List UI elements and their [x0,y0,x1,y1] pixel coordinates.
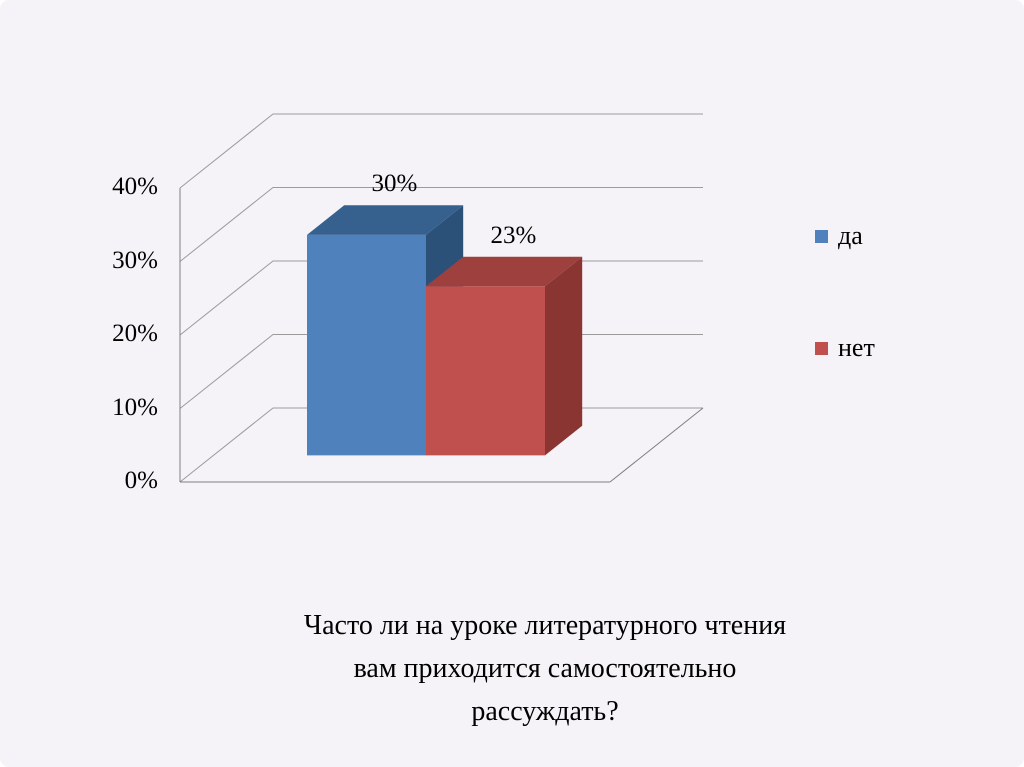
bar-1-side [545,256,583,456]
bar-value-label: 23% [490,221,537,249]
y-axis-tick-label: 30% [112,246,158,274]
legend-swatch [815,341,828,355]
chart-title: Часто ли на уроке литературного чтения в… [203,604,887,733]
legend-swatch [815,229,828,243]
y-axis-tick-label: 40% [112,173,158,200]
chart-title-line: рассуждать? [471,696,619,727]
bar-0-front [307,234,426,456]
legend-item: нет [815,334,875,362]
chart-legend: да нет [815,222,875,446]
bar-0-top [307,205,464,235]
chart-title-line: вам приходится самостоятельно [353,653,737,684]
gridline [179,113,703,189]
bar-value-label: 30% [371,170,418,198]
gridline [179,187,703,262]
chart-title-line: Часто ли на уроке литературного чтения [303,610,787,641]
y-axis-tick-label: 20% [112,320,158,347]
legend-label: да [838,221,863,250]
bar-chart-canvas [179,113,704,483]
legend-label: нет [838,333,875,362]
bar-1-front [426,286,545,456]
y-axis-tick-label: 10% [112,393,158,421]
legend-item: да [815,222,875,250]
depth-axis-line [609,407,704,483]
chart-area: 0% 10% 20% 30% 40% 30% 23% да нет [112,113,875,494]
y-axis-tick-label: 0% [124,467,158,494]
bar-1-top [426,256,583,287]
